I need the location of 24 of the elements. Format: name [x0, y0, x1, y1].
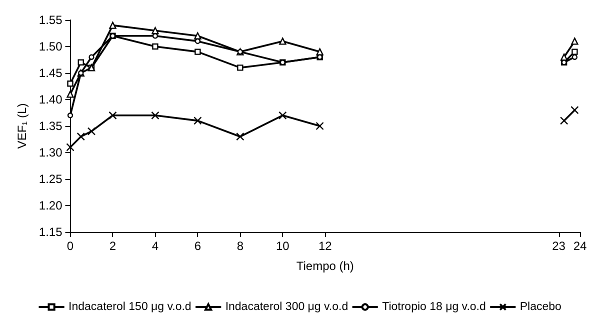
x-tick-label: 6	[194, 239, 202, 253]
y-tick-label: 1.20	[38, 198, 63, 212]
y-tick-label: 1.25	[38, 172, 63, 186]
legend-label: Indacaterol 150 μg v.o.d	[68, 301, 192, 313]
y-tick-label: 1.40	[38, 92, 63, 106]
y-tick-label: 1.55	[38, 13, 63, 27]
legend-label: Placebo	[520, 301, 562, 313]
y-tick-label: 1.45	[38, 66, 63, 80]
y-tick-label: 1.15	[38, 225, 63, 239]
x-tick-label: 2	[109, 239, 116, 253]
x-tick-label: 8	[236, 239, 244, 253]
x-tick-label: 10	[276, 239, 290, 253]
x-tick-label: 12	[318, 239, 332, 253]
y-tick-label: 1.30	[38, 146, 63, 160]
x-tick-label: 23	[552, 239, 566, 253]
x-axis-title: Tiempo (h)	[296, 259, 354, 273]
y-tick-label: 1.50	[38, 40, 63, 54]
x-tick-label: 0	[66, 239, 74, 253]
x-tick-label: 24	[573, 239, 587, 253]
x-tick-label: 4	[152, 239, 159, 253]
y-tick-label: 1.35	[38, 119, 63, 133]
y-axis-title: VEF₁ (L)	[15, 103, 29, 149]
legend-label: Tiotropio 18 μg v.o.d	[382, 301, 486, 313]
legend-label: Indacaterol 300 μg v.o.d	[225, 301, 348, 313]
